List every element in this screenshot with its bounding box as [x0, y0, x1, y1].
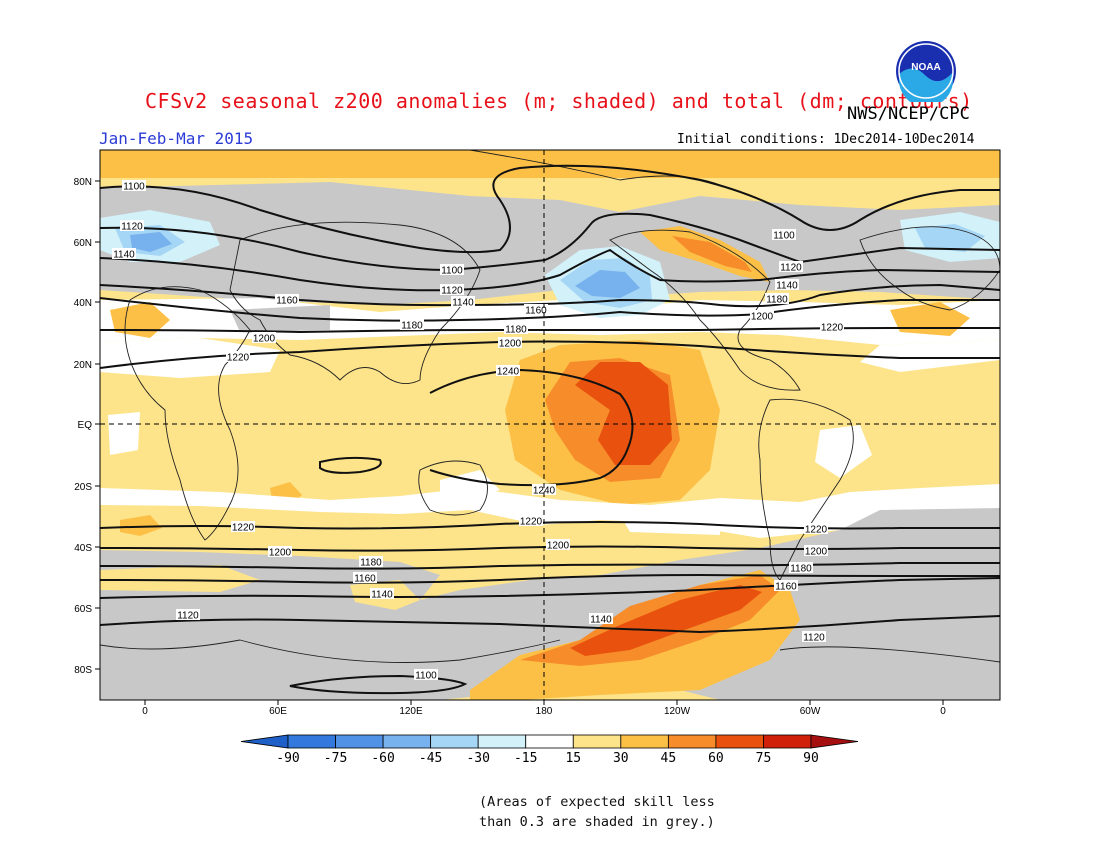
colorbar-segment — [715, 734, 764, 749]
longitude-axis: 0 60E 120E 180 120W 60W 0 — [142, 700, 946, 717]
noaa-logo: NOAA — [896, 41, 956, 102]
colorbar-label: 30 — [613, 751, 629, 766]
lon-label: 0 — [142, 706, 148, 717]
contour-label: 1180 — [505, 325, 527, 336]
lat-label: 60S — [74, 604, 92, 615]
contour-label: 1220 — [232, 523, 255, 534]
lon-label: 120E — [399, 706, 423, 717]
lon-label: 120W — [664, 706, 691, 717]
lat-label: 60N — [74, 238, 92, 249]
contour-label: 1240 — [497, 367, 520, 378]
lon-label: 60W — [800, 706, 821, 717]
contour-labels: 1100112011401160118012001220124011001120… — [112, 180, 844, 682]
initial-conditions-label: Initial conditions: 1Dec2014-10Dec2014 — [677, 132, 975, 147]
colorbar-segment — [620, 734, 669, 749]
contour-label: 1140 — [452, 298, 474, 309]
contour-label: 1100 — [415, 671, 437, 682]
colorbar-label: 45 — [661, 751, 677, 766]
contour-label: 1160 — [775, 582, 797, 593]
contour-label: 1140 — [371, 590, 393, 601]
colorbar-segment — [382, 734, 432, 749]
colorbar-segment — [763, 734, 812, 749]
colorbar-label: -15 — [514, 751, 537, 766]
contour-label: 1120 — [177, 611, 199, 622]
contour-label: 1140 — [590, 615, 612, 626]
contour-label: 1180 — [401, 321, 423, 332]
lat-label: 20N — [74, 360, 92, 371]
contour-label: 1200 — [269, 548, 292, 559]
contour-label: 1180 — [360, 558, 382, 569]
lat-label: 80N — [74, 177, 92, 188]
agency-label: NWS/NCEP/CPC — [847, 104, 970, 124]
contour-label: 1160 — [354, 574, 376, 585]
colorbar-label: 90 — [803, 751, 819, 766]
lat-label: 20S — [74, 482, 92, 493]
contour-label: 1140 — [776, 281, 798, 292]
map-frame — [99, 149, 1001, 701]
skill-note-line-1: (Areas of expected skill less — [479, 794, 715, 810]
lon-label: 180 — [536, 706, 553, 717]
lon-label: 0 — [940, 706, 946, 717]
colorbar-label: -60 — [371, 751, 394, 766]
contour-label: 1220 — [227, 353, 250, 364]
colorbar-segment — [287, 734, 336, 749]
contour-label: 1160 — [276, 296, 298, 307]
svg-text:NOAA: NOAA — [911, 62, 940, 73]
contour-label: 1200 — [499, 339, 522, 350]
colorbar-label: 60 — [708, 751, 724, 766]
colorbar-label: 75 — [756, 751, 772, 766]
contour-label: 1200 — [751, 312, 774, 323]
contour-label: 1100 — [123, 182, 145, 193]
colorbar-segment — [430, 734, 479, 749]
contour-label: 1100 — [441, 266, 463, 277]
colorbar-label: -45 — [419, 751, 442, 766]
colorbar: -90 -75 -60 -45 -30 -15 15 30 45 60 75 90 — [240, 734, 859, 766]
colorbar-label: -75 — [324, 751, 347, 766]
contour-label: 1200 — [547, 541, 570, 552]
lat-label: 40S — [74, 543, 92, 554]
contour-label: 1120 — [441, 286, 463, 297]
colorbar-segment — [525, 734, 574, 749]
contour-label: 1120 — [780, 263, 802, 274]
contour-label: 1100 — [773, 231, 795, 242]
colorbar-label: 15 — [565, 751, 581, 766]
contour-label: 1200 — [805, 547, 828, 558]
skill-note: (Areas of expected skill less than 0.3 a… — [479, 792, 715, 832]
colorbar-segment — [572, 734, 622, 749]
contour-label: 1120 — [803, 633, 825, 644]
colorbar-segment — [335, 734, 384, 749]
colorbar-label: -30 — [466, 751, 489, 766]
lat-label: 40N — [74, 298, 92, 309]
contour-label: 1220 — [805, 525, 828, 536]
contour-label: 1220 — [520, 517, 543, 528]
map-title: CFSv2 seasonal z200 anomalies (m; shaded… — [145, 89, 973, 113]
latitude-axis: 80N 60N 40N 20N EQ 20S 40S 60S 80S — [74, 177, 100, 676]
lat-label: 80S — [74, 665, 92, 676]
lat-label: EQ — [78, 420, 93, 431]
contour-label: 1220 — [821, 323, 844, 334]
colorbar-label: -90 — [276, 751, 299, 766]
contour-label: 1180 — [766, 295, 788, 306]
skill-note-line-2: than 0.3 are shaded in grey.) — [479, 814, 715, 830]
contour-label: 1240 — [533, 486, 556, 497]
contour-label: 1120 — [121, 222, 143, 233]
colorbar-segment — [477, 734, 527, 749]
contour-label: 1180 — [790, 564, 812, 575]
contour-label: 1160 — [525, 306, 547, 317]
colorbar-segment — [240, 734, 289, 749]
season-label: Jan-Feb-Mar 2015 — [99, 129, 254, 148]
contour-label: 1140 — [113, 250, 135, 261]
colorbar-segment — [810, 734, 859, 749]
anomaly-shading — [100, 150, 1000, 700]
colorbar-segment — [667, 734, 717, 749]
lon-label: 60E — [269, 706, 287, 717]
contour-label: 1200 — [253, 334, 276, 345]
